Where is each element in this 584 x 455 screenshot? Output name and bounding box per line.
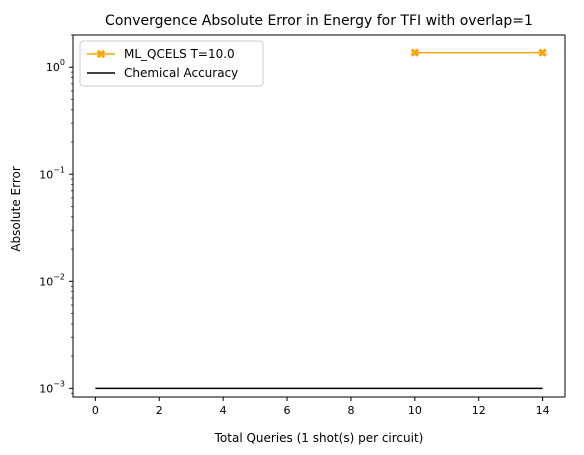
x-tick-label: 2 <box>156 404 163 417</box>
chart-title: Convergence Absolute Error in Energy for… <box>105 13 533 29</box>
x-tick-label: 12 <box>472 404 486 417</box>
y-tick-label: 10−2 <box>39 272 65 288</box>
x-axis: 0 2 4 6 8 10 12 14 <box>92 397 550 417</box>
legend-label: Chemical Accuracy <box>124 66 238 80</box>
x-tick-label: 6 <box>284 404 291 417</box>
series-layer <box>95 48 547 390</box>
x-tick-label: 10 <box>408 404 422 417</box>
x-axis-label: Total Queries (1 shot(s) per circuit) <box>214 431 424 445</box>
data-point <box>410 48 420 57</box>
plot-area <box>72 34 566 398</box>
y-axis-label: Absolute Error <box>9 166 23 252</box>
x-tick-label: 8 <box>347 404 354 417</box>
y-tick-label: 10−3 <box>39 379 65 395</box>
legend: ML_QCELS T=10.0 Chemical Accuracy <box>79 40 264 87</box>
legend-box <box>79 40 264 87</box>
y-tick-label: 100 <box>46 58 65 74</box>
x-tick-label: 14 <box>536 404 550 417</box>
y-tick-label: 10−1 <box>39 165 65 181</box>
legend-marker <box>96 49 106 59</box>
y-axis: 10−3 10−2 10−1 100 <box>39 34 73 395</box>
x-tick-label: 0 <box>92 404 99 417</box>
legend-label: ML_QCELS T=10.0 <box>124 47 235 61</box>
data-point <box>538 48 547 57</box>
x-tick-label: 4 <box>220 404 227 417</box>
